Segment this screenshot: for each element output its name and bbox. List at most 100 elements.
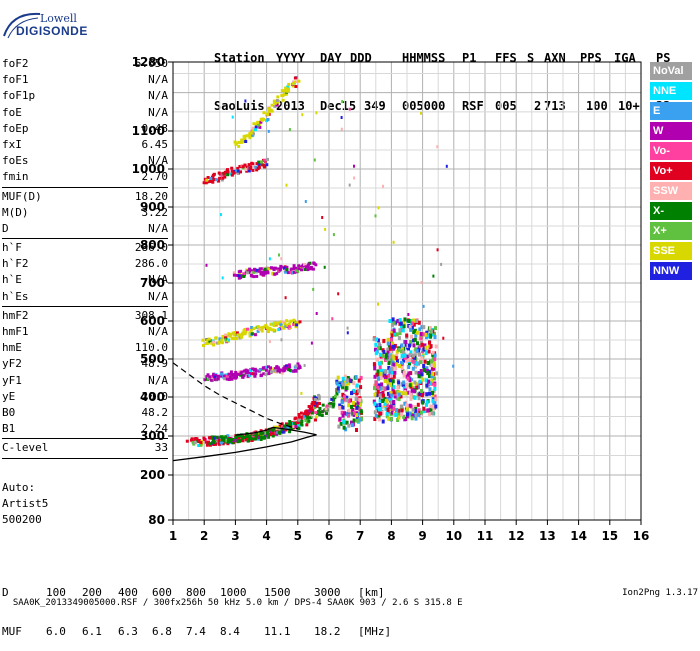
echo-point [428, 411, 431, 416]
echo-point [406, 354, 410, 359]
echo-point [430, 411, 434, 416]
trace-point [241, 165, 245, 169]
trace-point [303, 268, 307, 271]
echo-point [415, 319, 419, 323]
echo-point [374, 342, 378, 347]
echo-point [350, 423, 354, 428]
legend-item-nnw: NNW [650, 262, 692, 280]
echo-point [399, 321, 403, 326]
trace-point [258, 328, 262, 331]
echo-point [374, 351, 378, 356]
param-value: 308.1 [134, 308, 168, 322]
trace-point [282, 266, 286, 270]
trace-point [308, 409, 312, 413]
echo-point [384, 352, 388, 357]
trace-point [251, 372, 255, 376]
trace-point [234, 439, 238, 443]
param-value: N/A [148, 73, 168, 87]
param-name: foF1p [2, 89, 36, 103]
echo-point [420, 393, 424, 398]
param-row: h`F 286.0 [2, 240, 168, 256]
trace-point [211, 178, 215, 182]
trace-point [243, 136, 247, 140]
echo-point [378, 346, 382, 351]
echo-point [389, 337, 393, 342]
echo-point [422, 332, 426, 337]
y-tick-label: 600 [140, 314, 165, 328]
echo-point [379, 375, 383, 380]
param-row: foF1p N/A [2, 88, 168, 104]
legend-item-ssw: SSW [650, 182, 692, 200]
legend-item-x: X- [650, 202, 692, 220]
echo-point [343, 379, 347, 384]
echo-point [393, 370, 397, 375]
echo-point [352, 388, 356, 393]
echo-point [420, 325, 424, 330]
echo-point [347, 423, 351, 428]
echo-point [415, 412, 419, 417]
param-row: foEs N/A [2, 153, 168, 169]
echo-point [344, 383, 348, 388]
trace-point [273, 101, 277, 105]
echo-point [347, 403, 351, 408]
echo-point [424, 335, 428, 340]
y-tick-label: 1000 [132, 162, 165, 176]
echo-point [373, 401, 377, 406]
echo-point [417, 371, 421, 376]
trace-point [285, 268, 289, 272]
muf-cell: 18.2 [314, 625, 341, 638]
echo-point [402, 350, 406, 355]
echo-point [392, 356, 396, 361]
trace-point [237, 437, 241, 441]
trace-point [223, 175, 227, 179]
trace-point [233, 140, 237, 144]
trace-point [231, 331, 235, 335]
trace-point [249, 328, 253, 332]
echo-point [411, 366, 415, 371]
echo-point [408, 411, 412, 416]
trace-point [251, 126, 255, 130]
legend-item-x: X+ [650, 222, 692, 240]
trace-point [242, 369, 246, 373]
noise-point [303, 364, 306, 367]
trace-point [246, 271, 249, 275]
trace-point [290, 267, 294, 271]
trace-point [315, 404, 319, 408]
trace-point [311, 267, 315, 271]
distance-cell: 1000 [220, 586, 247, 599]
echo-point [418, 379, 422, 384]
noise-point [346, 326, 349, 330]
trace-point [217, 171, 221, 175]
echo-point [414, 361, 417, 366]
x-tick-label: 6 [325, 529, 333, 543]
trace-point [310, 402, 314, 406]
muf-cell: 6.1 [82, 625, 102, 638]
trace-point [206, 176, 210, 179]
echo-point [433, 331, 436, 336]
trace-point [283, 89, 287, 93]
echo-point [381, 390, 385, 395]
trace-point [238, 165, 242, 168]
echo-point [387, 405, 391, 409]
echo-point [372, 337, 376, 342]
trace-point [273, 105, 277, 109]
trace-point [235, 273, 239, 277]
echo-point [408, 343, 411, 348]
trace-point [268, 369, 272, 373]
trace-point [242, 436, 246, 439]
echo-point [345, 395, 349, 400]
echo-point [381, 353, 385, 358]
echo-point [410, 321, 414, 326]
echo-point [355, 383, 359, 388]
trace-point [267, 365, 270, 369]
echo-point [430, 366, 434, 371]
trace-point [226, 434, 230, 438]
echo-point [384, 369, 388, 374]
trace-point [264, 372, 268, 376]
echo-point [422, 409, 426, 414]
param-name: hmE [2, 341, 22, 355]
trace-point [267, 435, 271, 439]
echo-point [397, 336, 401, 341]
trace-point [245, 434, 249, 438]
trace-point [313, 406, 317, 409]
